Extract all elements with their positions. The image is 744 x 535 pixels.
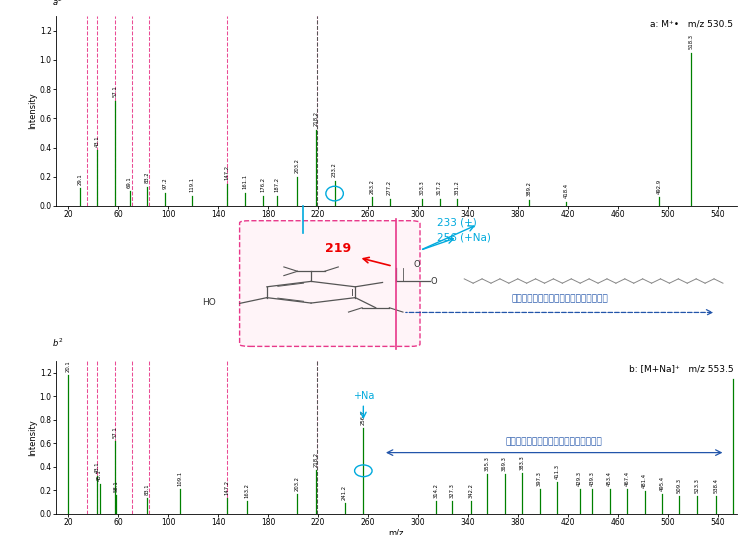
Text: 147.2: 147.2 — [225, 165, 230, 180]
Text: 176.2: 176.2 — [261, 177, 266, 192]
Text: 58.1: 58.1 — [113, 480, 118, 492]
Text: 509.3: 509.3 — [677, 478, 682, 493]
Text: チャージリモートフラグメンテーション: チャージリモートフラグメンテーション — [511, 294, 608, 303]
Text: 218.2: 218.2 — [313, 452, 318, 467]
Text: O: O — [413, 259, 420, 269]
Text: 327.3: 327.3 — [449, 483, 455, 498]
Text: b: [M+Na]⁺   m/z 553.5: b: [M+Na]⁺ m/z 553.5 — [629, 364, 733, 373]
Text: 203.2: 203.2 — [295, 158, 300, 173]
Text: 256.2: 256.2 — [361, 410, 366, 425]
Text: 20.1: 20.1 — [66, 361, 71, 372]
Text: 163.2: 163.2 — [245, 483, 250, 498]
Y-axis label: Intensity: Intensity — [28, 419, 36, 456]
Text: 429.3: 429.3 — [577, 471, 582, 486]
Text: 256 (+Na): 256 (+Na) — [437, 232, 491, 242]
Text: 97.2: 97.2 — [162, 178, 167, 189]
Text: $b^2$: $b^2$ — [52, 337, 63, 349]
Text: 538.4: 538.4 — [713, 478, 718, 493]
Text: 233.2: 233.2 — [332, 163, 337, 178]
Text: 411.3: 411.3 — [554, 464, 559, 479]
Text: 317.2: 317.2 — [437, 180, 442, 195]
Text: 383.3: 383.3 — [519, 455, 525, 470]
Text: 397.3: 397.3 — [537, 471, 542, 486]
Text: 219: 219 — [325, 242, 351, 255]
Text: 453.4: 453.4 — [607, 471, 612, 486]
Text: 263.2: 263.2 — [370, 179, 374, 194]
Text: 109.1: 109.1 — [177, 471, 182, 486]
Text: 43.1: 43.1 — [94, 135, 100, 147]
Text: 481.4: 481.4 — [642, 473, 647, 488]
Text: 203.2: 203.2 — [295, 476, 300, 491]
Text: 439.3: 439.3 — [589, 471, 594, 486]
FancyBboxPatch shape — [240, 221, 420, 346]
Text: 69.1: 69.1 — [127, 176, 132, 188]
Text: 303.3: 303.3 — [420, 180, 425, 195]
Text: 331.2: 331.2 — [455, 180, 460, 195]
Text: $a^2$: $a^2$ — [52, 0, 63, 9]
Text: HO: HO — [202, 298, 216, 307]
Text: O: O — [430, 277, 437, 286]
Text: 83.2: 83.2 — [145, 172, 150, 184]
Text: 147.2: 147.2 — [225, 480, 230, 495]
Text: 418.4: 418.4 — [563, 183, 568, 198]
Text: 369.3: 369.3 — [502, 456, 507, 471]
Text: 57.1: 57.1 — [112, 426, 117, 438]
Text: 518.3: 518.3 — [688, 34, 693, 49]
Y-axis label: Intensity: Intensity — [28, 93, 36, 129]
Text: 43.1: 43.1 — [94, 462, 100, 473]
Text: 241.2: 241.2 — [342, 485, 347, 500]
Text: 495.4: 495.4 — [660, 476, 664, 491]
Text: 29.1: 29.1 — [77, 173, 82, 185]
Text: a: M⁺•   m/z 530.5: a: M⁺• m/z 530.5 — [650, 20, 733, 29]
Text: 355.3: 355.3 — [484, 456, 490, 471]
Text: チャージリモートフラグメンテーション: チャージリモートフラグメンテーション — [506, 438, 603, 446]
Text: 83.1: 83.1 — [144, 484, 150, 495]
Text: 389.2: 389.2 — [527, 181, 532, 196]
Text: 492.9: 492.9 — [656, 179, 661, 194]
Text: 187.2: 187.2 — [275, 177, 280, 192]
Text: 218.2: 218.2 — [313, 111, 318, 126]
Text: 467.4: 467.4 — [625, 471, 629, 486]
Text: 314.2: 314.2 — [433, 483, 438, 498]
Text: 57.1: 57.1 — [112, 86, 117, 97]
Text: 277.2: 277.2 — [387, 180, 392, 195]
Text: +Na: +Na — [353, 391, 374, 401]
Text: 119.1: 119.1 — [190, 177, 195, 192]
Text: 342.2: 342.2 — [468, 483, 473, 498]
X-axis label: m/z: m/z — [388, 528, 404, 535]
Text: 161.1: 161.1 — [242, 174, 247, 189]
Text: 523.3: 523.3 — [694, 478, 699, 493]
Text: 45.1: 45.1 — [97, 470, 102, 482]
Text: 233 (+): 233 (+) — [437, 218, 477, 228]
